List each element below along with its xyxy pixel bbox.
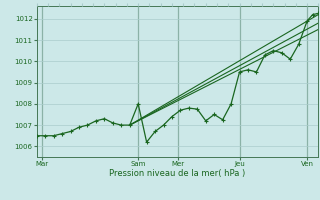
X-axis label: Pression niveau de la mer( hPa ): Pression niveau de la mer( hPa ) (109, 169, 246, 178)
